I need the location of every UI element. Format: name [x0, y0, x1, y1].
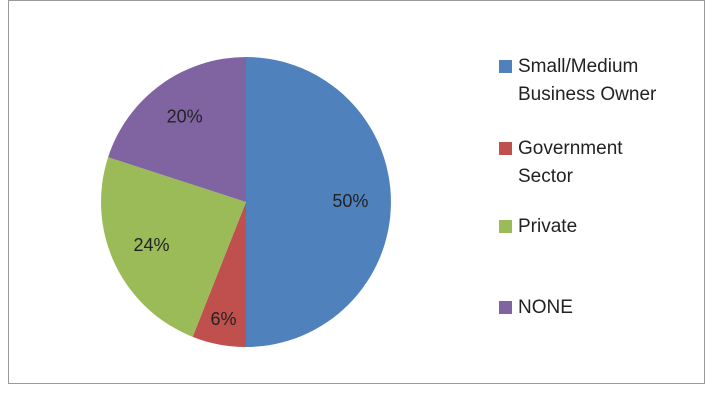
data-label: 50%: [332, 191, 368, 211]
pie-slice: [246, 57, 391, 347]
legend-entry: NONE: [499, 294, 679, 322]
legend-label: NONE: [518, 297, 573, 318]
pie-slice: [192, 202, 246, 347]
pie-slice: [108, 57, 246, 202]
legend-label: Private: [518, 216, 578, 237]
data-label: 20%: [167, 106, 203, 126]
legend-entry: Government Sector: [499, 135, 679, 191]
legend-swatch: [499, 60, 512, 73]
pie-slice: [100, 157, 247, 337]
legend-swatch: [499, 301, 512, 314]
legend-label: Government Sector: [518, 138, 623, 187]
legend-label: Small/Medium Business Owner: [518, 56, 657, 105]
legend-entry: Private: [499, 213, 679, 241]
data-label: 6%: [210, 309, 236, 329]
legend-swatch: [499, 142, 512, 155]
data-label: 24%: [134, 235, 170, 255]
legend-entry: Small/Medium Business Owner: [499, 53, 679, 109]
legend-swatch: [499, 220, 512, 233]
